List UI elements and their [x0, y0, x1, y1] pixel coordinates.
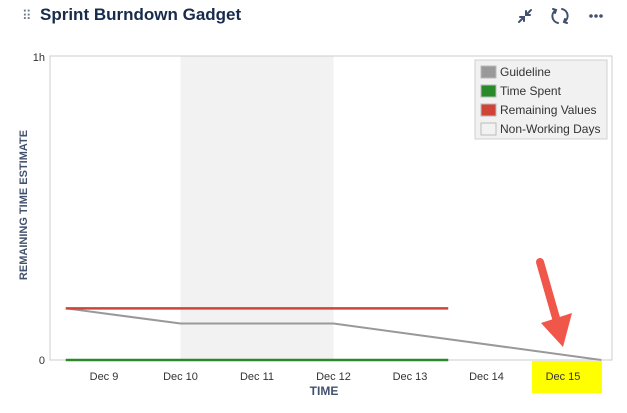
- x-tick-label: Dec 9: [90, 371, 119, 383]
- x-tick-label: Dec 12: [316, 371, 351, 383]
- legend: Guideline Time Spent Remaining Values No…: [474, 59, 608, 140]
- y-tick-label-zero: 0: [39, 355, 45, 367]
- legend-box: [474, 59, 608, 140]
- annotation-arrow-icon: [536, 258, 572, 347]
- minimize-icon[interactable]: [512, 4, 538, 28]
- y-axis-title: REMAINING TIME ESTIMATE: [18, 130, 30, 280]
- x-tick-label: Dec 11: [240, 371, 274, 383]
- legend-swatch-time-spent: [480, 84, 497, 98]
- x-axis-title: TIME: [310, 384, 339, 398]
- gadget-header: ⠿ Sprint Burndown Gadget: [0, 0, 627, 36]
- burndown-chart: 1h 0 REMAINING TIME ESTIMATE TIME Dec 9 D…: [18, 52, 613, 398]
- legend-swatch-non-working: [480, 122, 497, 136]
- x-tick-highlight: [532, 361, 602, 393]
- legend-label-guideline: Guideline: [500, 65, 551, 79]
- x-tick-label: Dec 14: [469, 371, 504, 383]
- refresh-icon[interactable]: [547, 4, 573, 28]
- y-tick-label-max: 1h: [33, 52, 45, 64]
- x-tick-label: Dec 13: [393, 371, 428, 383]
- drag-handle-icon[interactable]: ⠿: [22, 8, 32, 23]
- series-line-guideline: [65, 307, 602, 361]
- legend-swatch-guideline: [480, 65, 497, 79]
- legend-swatch-remaining: [480, 103, 497, 117]
- legend-label-remaining: Remaining Values: [500, 103, 597, 117]
- x-tick-label: Dec 15: [546, 371, 581, 383]
- legend-label-non-working: Non-Working Days: [500, 122, 600, 136]
- non-working-days-band: [180, 56, 334, 360]
- x-tick-label: Dec 10: [163, 371, 198, 383]
- more-icon[interactable]: [583, 4, 609, 28]
- legend-label-time-spent: Time Spent: [500, 84, 562, 98]
- gadget-title: Sprint Burndown Gadget: [40, 5, 242, 24]
